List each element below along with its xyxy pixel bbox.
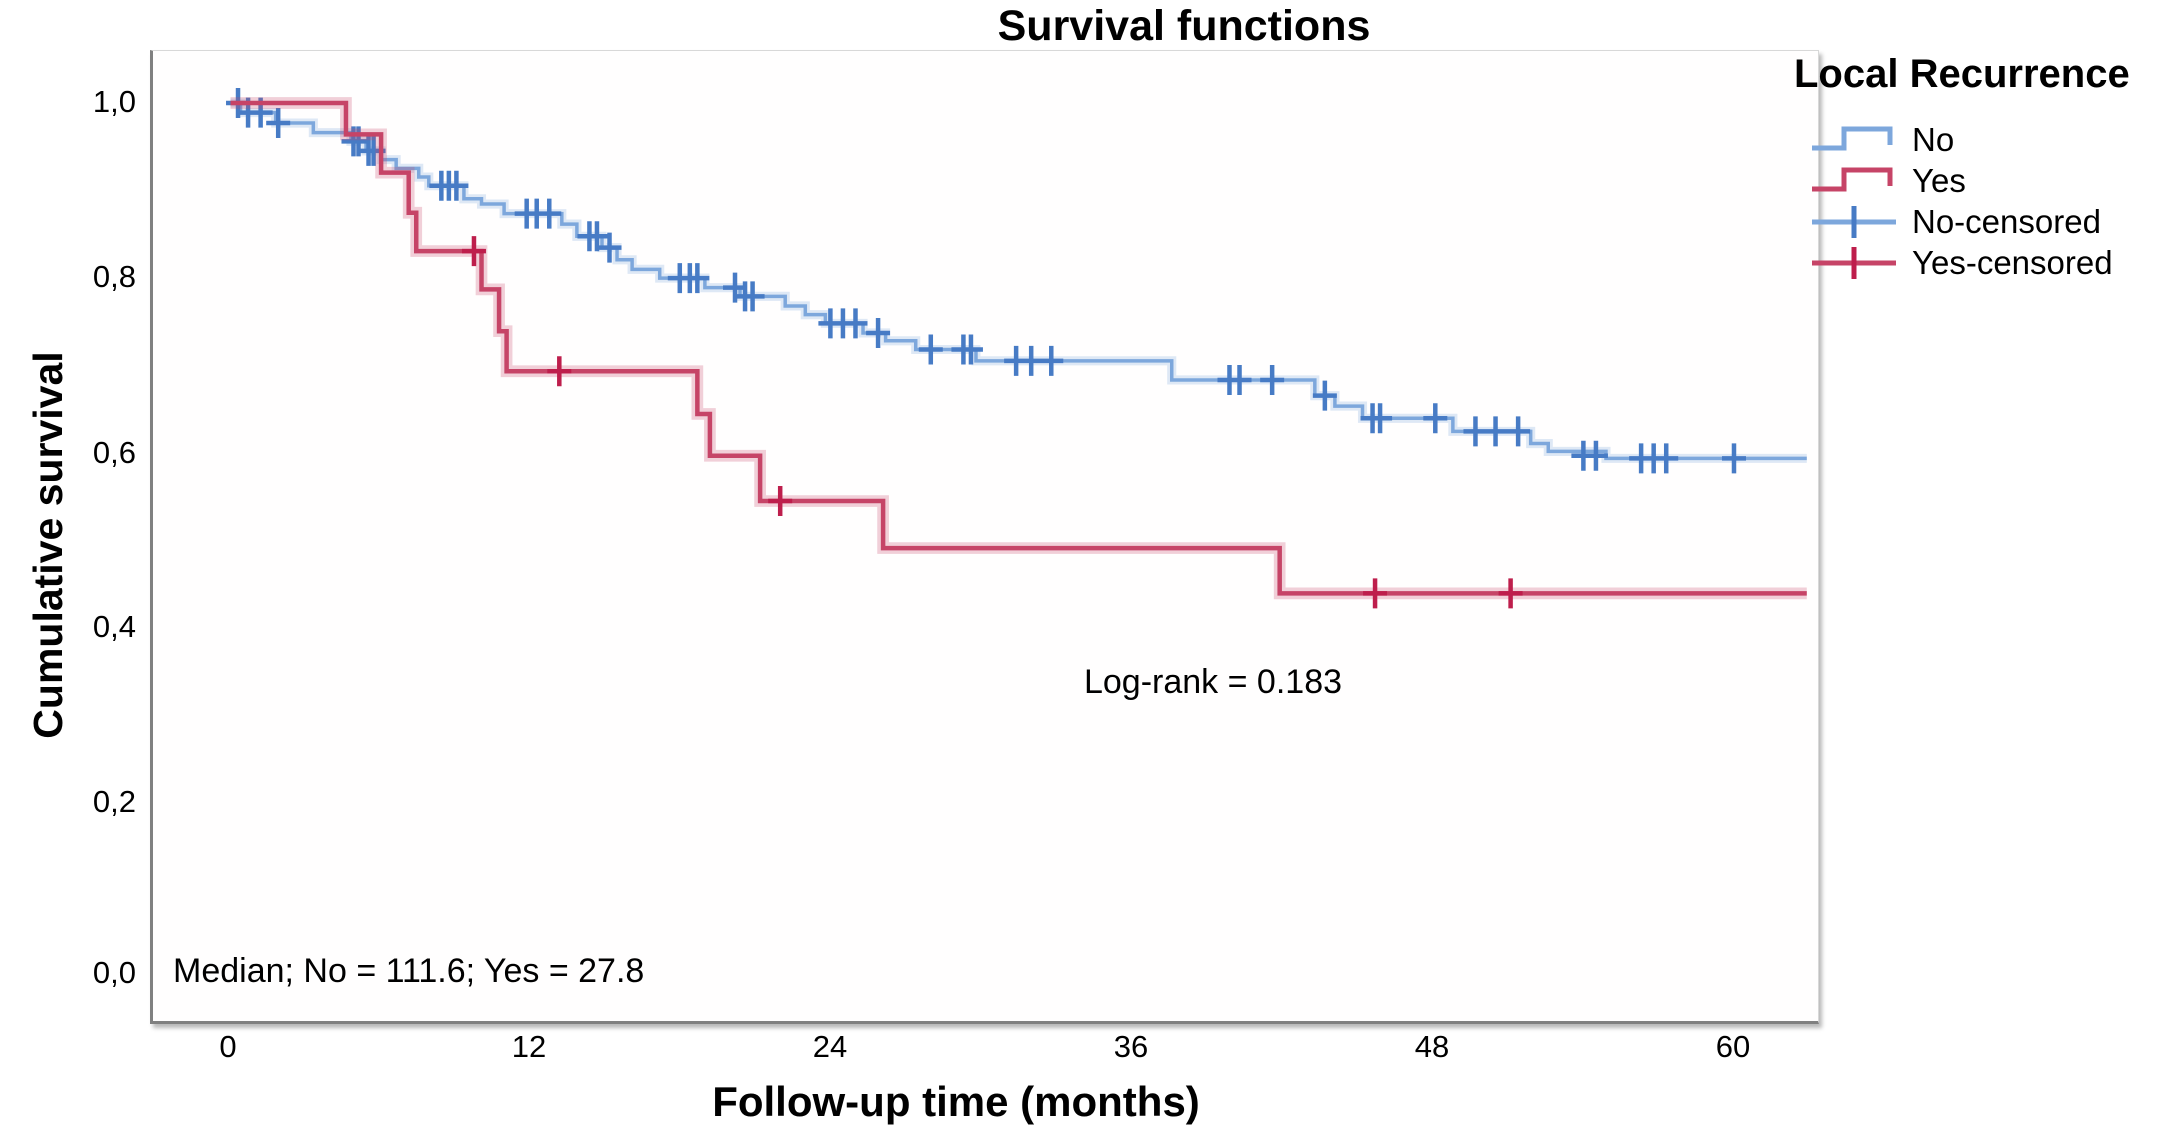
x-tick-label: 36	[1113, 1029, 1149, 1064]
x-tick-label: 48	[1414, 1029, 1450, 1064]
log-rank-annotation: Log-rank = 0.183	[1083, 663, 1343, 701]
y-tick-label: 0,2	[92, 784, 136, 819]
plot-area: Log-rank = 0.183 Median; No = 111.6; Yes…	[150, 50, 1819, 1024]
legend-title: Local Recurrence	[1794, 52, 2130, 96]
legend-entry-yes-censored: Yes-censored	[1808, 243, 2113, 283]
y-axis-title: Cumulative survival	[25, 351, 71, 739]
censored-plus-symbol-icon	[1812, 247, 1896, 279]
legend-label: No	[1912, 121, 1955, 158]
legend-label: No-censored	[1912, 203, 2101, 240]
median-annotation: Median; No = 111.6; Yes = 27.8	[173, 952, 645, 990]
y-tick-label: 1,0	[92, 84, 136, 119]
x-tick-label: 24	[812, 1029, 848, 1064]
legend-label: Yes	[1912, 162, 1966, 199]
y-tick-label: 0,6	[92, 435, 136, 470]
chart-title: Survival functions	[997, 2, 1371, 50]
x-tick-label: 0	[219, 1029, 237, 1064]
y-tick-label: 0,4	[92, 609, 136, 644]
y-tick-label: 0,0	[92, 955, 136, 990]
y-tick-label: 0,8	[92, 259, 136, 294]
legend-label: Yes-censored	[1912, 244, 2113, 281]
step-line-symbol-icon	[1812, 126, 1893, 151]
legend-entry-no: No	[1808, 120, 1954, 160]
x-tick-label: 60	[1715, 1029, 1751, 1064]
legend-entry-no-censored: No-censored	[1808, 202, 2101, 242]
step-line-symbol-icon	[1812, 167, 1893, 192]
legend-entry-yes: Yes	[1808, 161, 1966, 201]
x-axis-title: Follow-up time (months)	[712, 1078, 1200, 1125]
x-tick-label: 12	[511, 1029, 547, 1064]
km-plot-svg	[226, 88, 1807, 609]
censored-plus-symbol-icon	[1812, 206, 1896, 238]
